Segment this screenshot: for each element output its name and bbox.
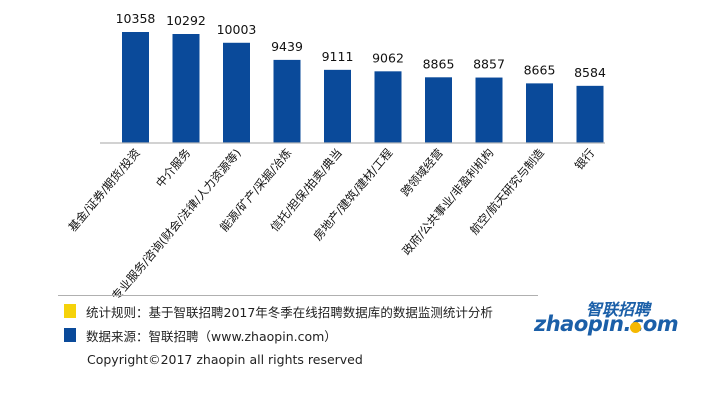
category-labels-group: 基金/证券/期货/投资 中介服务专业服务/咨询(财会/法律/人力资源等)能源/矿产… [65,146,597,300]
legend-swatch-yellow [64,304,76,318]
legend-row-source: 数据来源：智联招聘（www.zhaopin.com） [64,326,337,344]
bar-4 [273,59,301,143]
value-label-9: 8665 [524,62,556,77]
value-label-5: 9111 [322,49,354,64]
bar-3 [223,42,250,144]
bar-8 [475,77,503,143]
logo-dot-icon [630,322,641,333]
category-label-2: 中介服务 [153,146,194,191]
value-label-6: 9062 [372,50,404,65]
bar-9 [526,83,553,143]
footer-divider [58,295,538,296]
legend-swatch-blue [64,328,76,342]
value-label-8: 8857 [473,57,505,72]
value-labels-group: 10358 10292 10003 9439 9111 9062 8865 8857 8665 8… [116,11,606,80]
value-label-4: 9439 [271,39,303,54]
logo-cn-text: 智联招聘 [586,300,651,319]
category-label-7: 跨领域经营 [398,146,446,199]
value-label-7: 8865 [423,56,455,71]
legend-row-rule: 统计规则：基于智联招聘2017年冬季在线招聘数据库的数据监测统计分析 [64,302,493,320]
value-label-3: 10003 [217,22,257,37]
category-label-1: 基金/证券/期货/投资 [65,146,142,234]
bar-2 [172,34,200,144]
value-label-2: 10292 [166,13,206,28]
value-label-1: 10358 [116,11,156,26]
value-label-10: 8584 [574,65,606,80]
logo-en-text: zhaopin.com [534,312,679,336]
bars-group [122,32,604,144]
bar-1 [122,32,149,143]
legend-text-rule: 统计规则：基于智联招聘2017年冬季在线招聘数据库的数据监测统计分析 [86,304,493,320]
category-label-10: 银行 [572,146,598,173]
bar-6 [374,71,402,143]
bar-chart: 10358 10292 10003 9439 9111 9062 8865 8857 8665 8… [65,11,606,300]
zhaopin-logo: 智联招聘 zhaopin.com [534,296,684,348]
bar-5 [324,69,351,143]
category-label-8: 政府/公共事业/非盈利机构 [399,146,496,258]
bar-7 [425,77,452,143]
legend-text-source: 数据来源：智联招聘（www.zhaopin.com） [86,328,337,344]
bar-10 [576,85,604,143]
copyright-text: Copyright©2017 zhaopin all rights reserv… [87,352,363,367]
